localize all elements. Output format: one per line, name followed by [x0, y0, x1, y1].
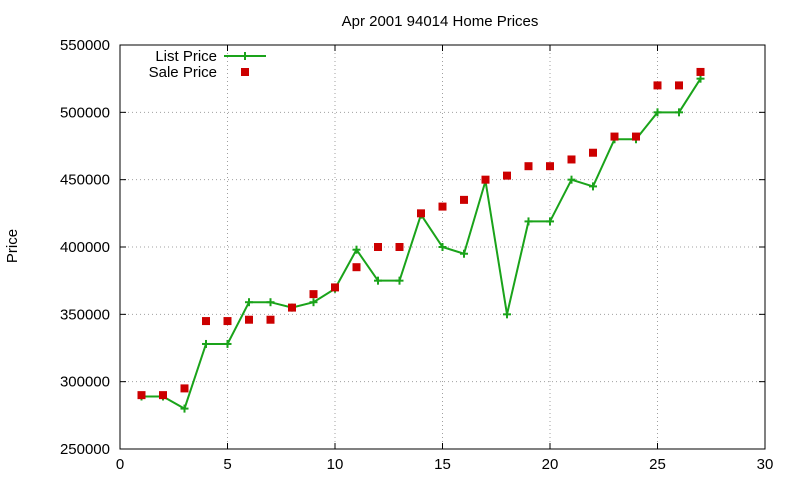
sale-price-point	[352, 263, 361, 272]
sale-price-point	[374, 243, 382, 251]
sale-price-point	[696, 67, 705, 76]
sale-price-point	[331, 283, 339, 292]
sale-price-point	[309, 290, 318, 299]
x-tick-label: 20	[542, 456, 559, 473]
list-price-point	[438, 243, 447, 251]
list-price-point	[675, 108, 683, 117]
sale-price-point	[417, 209, 425, 218]
x-tick-label: 5	[223, 456, 231, 473]
list-price-point	[309, 298, 318, 307]
sale-price-point	[202, 317, 210, 326]
sale-price-point	[503, 171, 511, 180]
y-axis-label: Price	[4, 229, 21, 263]
sale-price-point	[653, 81, 662, 90]
list-price-point	[395, 276, 404, 285]
sale-price-point	[266, 315, 275, 324]
sale-price-point	[460, 195, 468, 204]
list-price-point	[696, 74, 705, 83]
y-tick-label: 350000	[60, 306, 110, 323]
list-price-point	[653, 108, 662, 117]
x-tick-label: 30	[757, 456, 774, 473]
list-price-point	[266, 298, 275, 307]
legend-label: List Price	[155, 48, 217, 65]
legend-label: Sale Price	[149, 64, 217, 81]
sale-price-point	[223, 317, 232, 326]
list-price-point	[546, 217, 554, 226]
list-price-point	[503, 310, 511, 319]
grid-layer	[120, 45, 765, 449]
sale-price-point	[180, 384, 189, 393]
list-price-point	[589, 182, 597, 191]
series-sale-price	[137, 67, 705, 400]
list-price-line	[141, 78, 702, 411]
y-tick-label: 500000	[60, 104, 110, 121]
list-price-point	[524, 217, 533, 226]
list-price-point	[180, 404, 189, 413]
sale-price-point	[159, 391, 167, 400]
list-price-point	[223, 339, 232, 348]
x-tick-label: 15	[434, 456, 451, 473]
sale-price-point	[546, 162, 554, 171]
y-tick-label: 400000	[60, 239, 110, 256]
y-tick-label: 300000	[60, 374, 110, 391]
x-tick-label: 10	[327, 456, 344, 473]
chart-title: Apr 2001 94014 Home Prices	[342, 13, 539, 30]
y-tick-label: 250000	[60, 441, 110, 458]
legend-square-swatch	[241, 68, 249, 76]
x-tick-label: 0	[116, 456, 124, 473]
axis-ticks: 0 5 10 15 20 25 30 250000 300000 350000 400000 4500…	[60, 37, 773, 473]
list-price-point	[245, 298, 253, 307]
sale-price-point	[589, 148, 597, 157]
y-tick-label: 450000	[60, 172, 110, 189]
sale-price-point	[395, 243, 404, 251]
sale-price-point	[610, 132, 619, 141]
sale-price-point	[675, 81, 683, 90]
list-price-point	[460, 249, 468, 258]
sale-price-point	[632, 132, 640, 141]
sale-price-point	[524, 162, 533, 171]
list-price-point	[567, 175, 576, 184]
sale-price-point	[481, 175, 490, 184]
sale-price-point	[137, 391, 146, 400]
sale-price-point	[245, 315, 253, 324]
series-layer	[137, 67, 705, 413]
list-price-point	[202, 339, 210, 348]
sale-price-point	[438, 202, 447, 211]
sale-price-point	[288, 303, 296, 312]
list-price-point	[352, 245, 361, 254]
x-tick-label: 25	[649, 456, 666, 473]
series-list-price	[137, 74, 705, 413]
y-tick-label: 550000	[60, 37, 110, 54]
sale-price-point	[567, 155, 576, 164]
list-price-point	[374, 276, 382, 285]
